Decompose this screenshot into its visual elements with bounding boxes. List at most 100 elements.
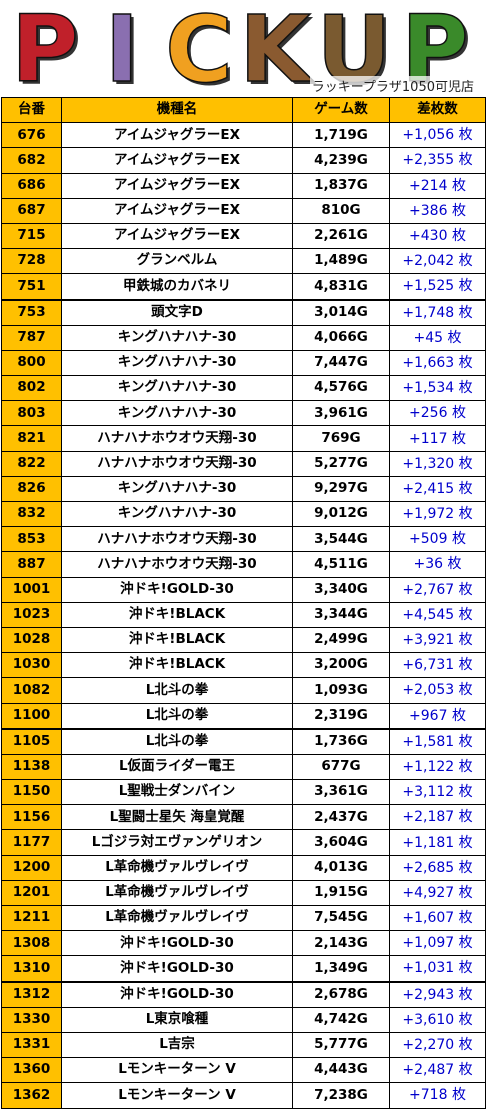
diff-cell: +3,112 枚	[389, 779, 486, 806]
machine-no-cell: 1312	[1, 980, 62, 1008]
header-machine-no: 台番	[1, 96, 62, 124]
machine-no-cell: 1362	[1, 1082, 62, 1109]
machine-no-cell: 800	[1, 349, 62, 377]
table-row: 1028 沖ドキ!BLACK 2,499G +3,921 枚	[1, 626, 486, 654]
games-cell: 4,013G	[292, 854, 390, 881]
machine-no-cell: 1001	[1, 576, 62, 603]
table-row: 1331 L吉宗 5,777G +2,270 枚	[1, 1031, 486, 1059]
diff-cell: +1,181 枚	[389, 829, 486, 856]
table-row: 803 キングハナハナ-30 3,961G +256 枚	[1, 400, 486, 427]
model-cell: ハナハナホウオウ天翔-30	[61, 551, 293, 578]
diff-cell: +2,487 枚	[389, 1057, 486, 1084]
games-cell: 2,143G	[292, 930, 390, 957]
machine-no-cell: 728	[1, 248, 62, 275]
table-row: 753 頭文字D 3,014G +1,748 枚	[1, 298, 486, 326]
games-cell: 3,340G	[292, 576, 390, 603]
svg-text:C: C	[165, 0, 233, 96]
diff-cell: +2,767 枚	[389, 576, 486, 603]
table-row: 1200 L革命機ヴァルヴレイヴ 4,013G +2,685 枚	[1, 854, 486, 881]
diff-cell: +2,270 枚	[389, 1031, 486, 1059]
machine-no-cell: 1177	[1, 829, 62, 856]
table-row: 1001 沖ドキ!GOLD-30 3,340G +2,767 枚	[1, 576, 486, 603]
model-cell: L北斗の拳	[61, 727, 293, 755]
diff-cell: +256 枚	[389, 400, 486, 427]
machine-no-cell: 1028	[1, 626, 62, 654]
table-row: 1023 沖ドキ!BLACK 3,344G +4,545 枚	[1, 601, 486, 628]
model-cell: アイムジャグラーEX	[61, 222, 293, 250]
games-cell: 4,831G	[292, 273, 390, 300]
model-cell: キングハナハナ-30	[61, 500, 293, 528]
logo-letter-c: CC	[164, 0, 236, 96]
diff-cell: +1,097 枚	[389, 930, 486, 957]
model-cell: キングハナハナ-30	[61, 349, 293, 377]
games-cell: 5,777G	[292, 1031, 390, 1059]
games-cell: 4,066G	[292, 324, 390, 351]
machine-no-cell: 1082	[1, 677, 62, 704]
diff-cell: +3,610 枚	[389, 1006, 486, 1033]
table-row: 715 アイムジャグラーEX 2,261G +430 枚	[1, 222, 486, 250]
model-cell: 沖ドキ!BLACK	[61, 652, 293, 679]
games-cell: 2,261G	[292, 222, 390, 250]
header-model: 機種名	[61, 96, 293, 124]
model-cell: キングハナハナ-30	[61, 324, 293, 351]
model-cell: Lゴジラ対エヴァンゲリオン	[61, 829, 293, 856]
table-row: 802 キングハナハナ-30 4,576G +1,534 枚	[1, 375, 486, 402]
table-row: 832 キングハナハナ-30 9,012G +1,972 枚	[1, 500, 486, 528]
model-cell: L革命機ヴァルヴレイヴ	[61, 904, 293, 932]
model-cell: Lモンキーターン V	[61, 1057, 293, 1084]
machine-no-cell: 1201	[1, 879, 62, 907]
table-row: 821 ハナハナホウオウ天翔-30 769G +117 枚	[1, 425, 486, 452]
diff-cell: +1,031 枚	[389, 955, 486, 983]
logo-letter-k: KK	[239, 0, 318, 96]
model-cell: 沖ドキ!GOLD-30	[61, 576, 293, 603]
games-cell: 4,742G	[292, 1006, 390, 1033]
games-cell: 3,604G	[292, 829, 390, 856]
games-cell: 2,678G	[292, 980, 390, 1008]
model-cell: L聖闘士星矢 海皇覚醒	[61, 804, 293, 831]
table-row: 822 ハナハナホウオウ天翔-30 5,277G +1,320 枚	[1, 450, 486, 477]
diff-cell: +1,581 枚	[389, 727, 486, 755]
table-row: 728 グランベルム 1,489G +2,042 枚	[1, 248, 486, 275]
model-cell: 甲鉄城のカバネリ	[61, 273, 293, 300]
diff-cell: +117 枚	[389, 425, 486, 452]
logo-letter-p: PP	[11, 0, 82, 96]
table-row: 1330 L東京喰種 4,742G +3,610 枚	[1, 1006, 486, 1033]
games-cell: 1,349G	[292, 955, 390, 983]
diff-cell: +3,921 枚	[389, 626, 486, 654]
games-cell: 3,961G	[292, 400, 390, 427]
table-row: 1100 L北斗の拳 2,319G +967 枚	[1, 702, 486, 730]
games-cell: 9,297G	[292, 475, 390, 503]
header-games: ゲーム数	[292, 96, 390, 124]
model-cell: L聖戦士ダンバイン	[61, 779, 293, 806]
table-row: 1201 L革命機ヴァルヴレイヴ 1,915G +4,927 枚	[1, 879, 486, 907]
table-row: 853 ハナハナホウオウ天翔-30 3,544G +509 枚	[1, 526, 486, 553]
model-cell: ハナハナホウオウ天翔-30	[61, 450, 293, 477]
machine-no-cell: 887	[1, 551, 62, 578]
diff-cell: +2,355 枚	[389, 147, 486, 174]
machine-no-cell: 1211	[1, 904, 62, 932]
model-cell: ハナハナホウオウ天翔-30	[61, 526, 293, 553]
games-cell: 7,238G	[292, 1082, 390, 1109]
model-cell: Lモンキーターン V	[61, 1082, 293, 1109]
model-cell: L東京喰種	[61, 1006, 293, 1033]
machine-no-cell: 1138	[1, 753, 62, 781]
machine-no-cell: 802	[1, 375, 62, 402]
model-cell: キングハナハナ-30	[61, 475, 293, 503]
games-cell: 3,344G	[292, 601, 390, 628]
svg-text:C: C	[168, 0, 236, 96]
games-cell: 3,200G	[292, 652, 390, 679]
games-cell: 9,012G	[292, 500, 390, 528]
model-cell: L吉宗	[61, 1031, 293, 1059]
model-cell: 沖ドキ!BLACK	[61, 601, 293, 628]
machine-no-cell: 687	[1, 197, 62, 224]
diff-cell: +967 枚	[389, 702, 486, 730]
table-row: 1211 L革命機ヴァルヴレイヴ 7,545G +1,607 枚	[1, 904, 486, 932]
diff-cell: +1,748 枚	[389, 298, 486, 326]
table-row: 1030 沖ドキ!BLACK 3,200G +6,731 枚	[1, 652, 486, 679]
model-cell: キングハナハナ-30	[61, 375, 293, 402]
machine-no-cell: 1310	[1, 955, 62, 983]
diff-cell: +214 枚	[389, 172, 486, 199]
diff-cell: +2,415 枚	[389, 475, 486, 503]
table-row: 1177 Lゴジラ対エヴァンゲリオン 3,604G +1,181 枚	[1, 829, 486, 856]
